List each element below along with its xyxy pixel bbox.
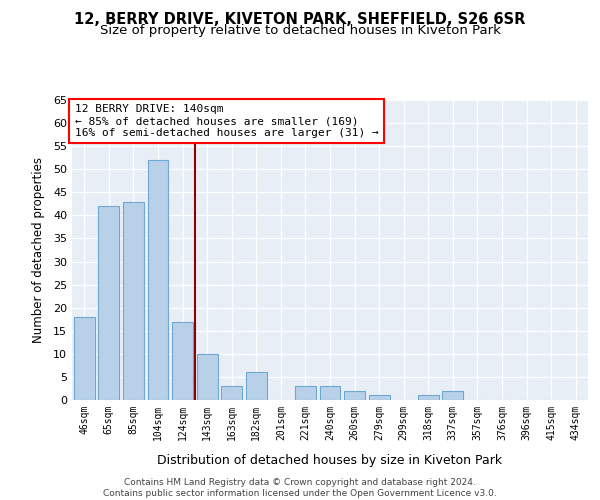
- Bar: [123, 202, 144, 400]
- Bar: [172, 322, 193, 400]
- Bar: [98, 206, 119, 400]
- X-axis label: Distribution of detached houses by size in Kiveton Park: Distribution of detached houses by size …: [157, 454, 503, 467]
- Text: Contains HM Land Registry data © Crown copyright and database right 2024.
Contai: Contains HM Land Registry data © Crown c…: [103, 478, 497, 498]
- Bar: [74, 317, 95, 400]
- Y-axis label: Number of detached properties: Number of detached properties: [32, 157, 44, 343]
- Bar: [418, 396, 439, 400]
- Bar: [320, 386, 340, 400]
- Bar: [344, 391, 365, 400]
- Bar: [221, 386, 242, 400]
- Bar: [197, 354, 218, 400]
- Bar: [295, 386, 316, 400]
- Bar: [246, 372, 267, 400]
- Bar: [148, 160, 169, 400]
- Text: 12, BERRY DRIVE, KIVETON PARK, SHEFFIELD, S26 6SR: 12, BERRY DRIVE, KIVETON PARK, SHEFFIELD…: [74, 12, 526, 28]
- Bar: [368, 396, 389, 400]
- Bar: [442, 391, 463, 400]
- Text: Size of property relative to detached houses in Kiveton Park: Size of property relative to detached ho…: [100, 24, 500, 37]
- Text: 12 BERRY DRIVE: 140sqm
← 85% of detached houses are smaller (169)
16% of semi-de: 12 BERRY DRIVE: 140sqm ← 85% of detached…: [74, 104, 379, 138]
